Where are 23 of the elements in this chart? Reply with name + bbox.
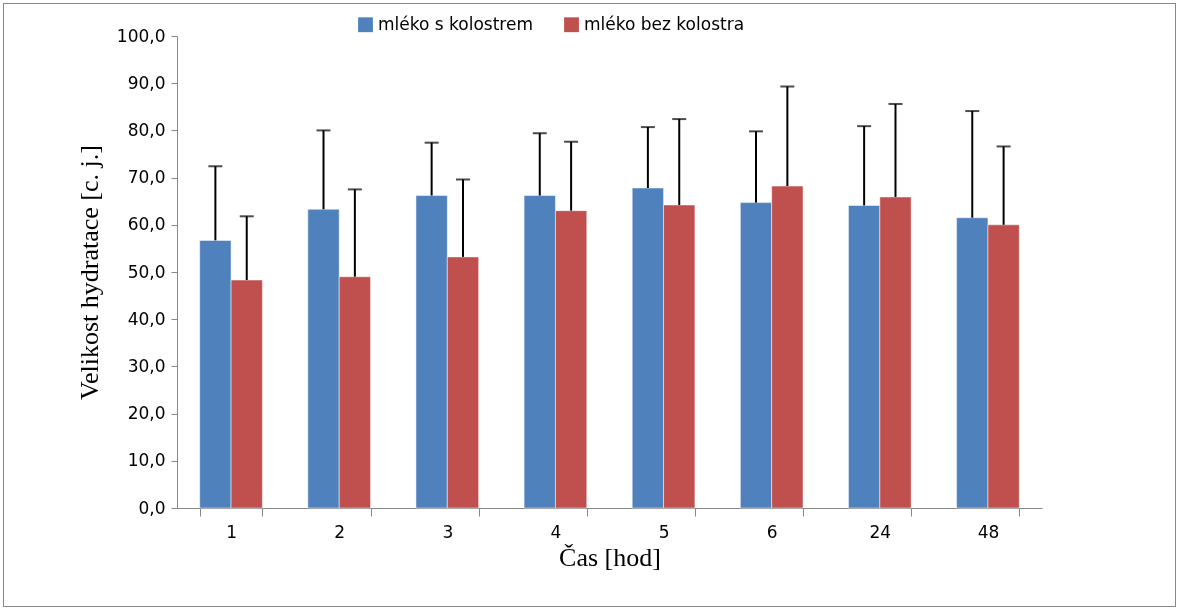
y-tick-label: 60,0 xyxy=(127,214,166,235)
x-tick-label: 24 xyxy=(869,521,892,542)
y-tick-label: 90,0 xyxy=(127,72,166,93)
y-tick-label: 40,0 xyxy=(127,308,166,329)
x-axis-title: Čas [hod] xyxy=(559,542,661,572)
y-axis-title: Velikost hydratace [c. j.] xyxy=(74,145,104,400)
y-tick-label: 70,0 xyxy=(127,167,166,188)
y-tick-label: 10,0 xyxy=(127,450,166,471)
x-tick-label: 5 xyxy=(658,521,670,542)
y-tick-label: 20,0 xyxy=(127,403,166,424)
y-tick-label: 100,0 xyxy=(116,25,166,46)
x-tick-label: 6 xyxy=(766,521,778,542)
legend-label: mléko bez kolostra xyxy=(584,13,745,34)
y-tick-label: 80,0 xyxy=(127,119,166,140)
x-tick-label: 1 xyxy=(226,521,237,542)
x-tick-label: 3 xyxy=(442,521,454,542)
x-tick-label: 48 xyxy=(977,521,1000,542)
y-tick-label: 30,0 xyxy=(127,355,166,376)
y-tick-label: 50,0 xyxy=(127,261,166,282)
x-tick-label: 2 xyxy=(334,521,346,542)
legend-label: mléko s kolostrem xyxy=(378,13,533,34)
y-tick-label: 0,0 xyxy=(138,497,166,518)
x-tick-label: 4 xyxy=(550,521,562,542)
